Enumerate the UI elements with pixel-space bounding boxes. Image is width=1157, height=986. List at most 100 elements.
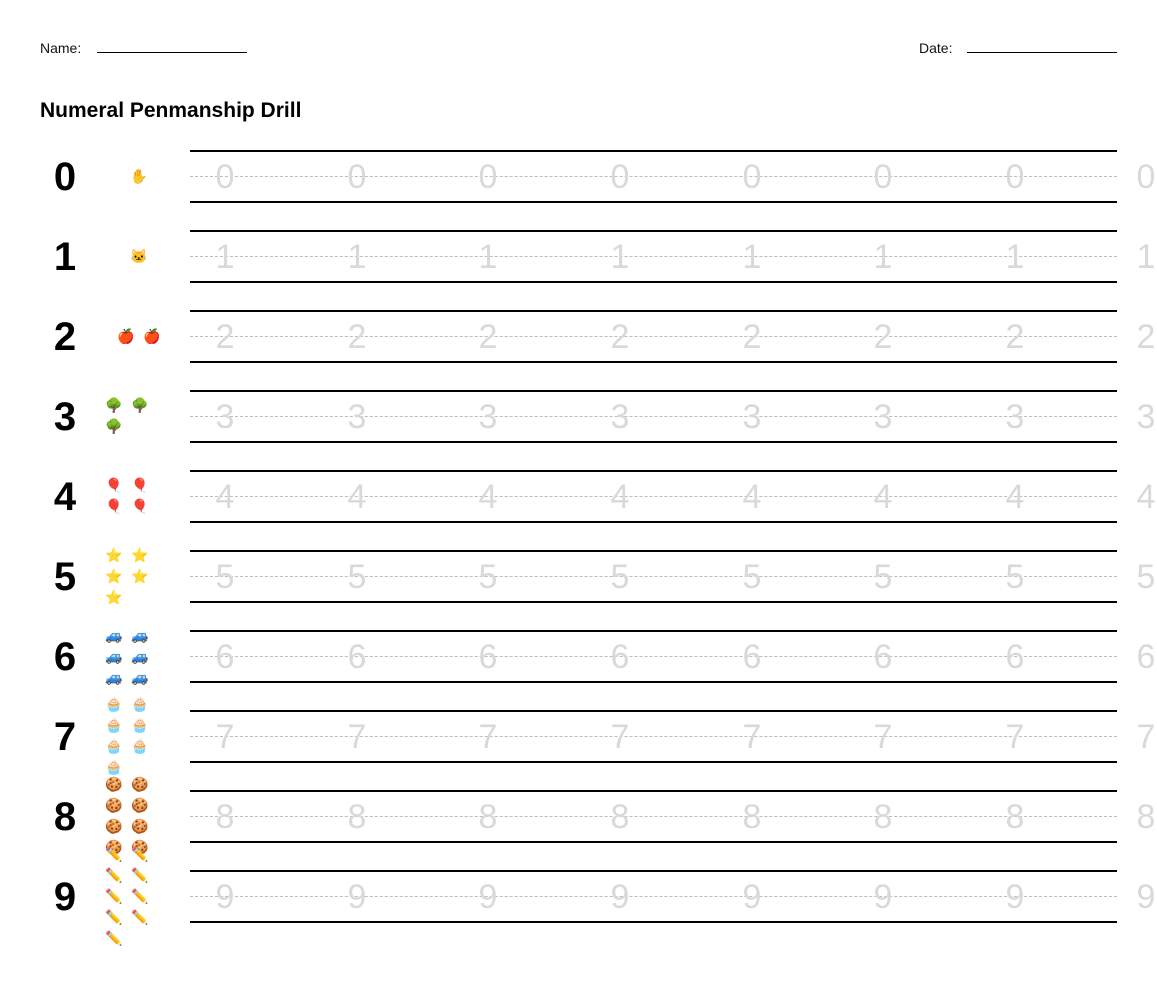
- trace-numeral: 5: [873, 558, 893, 596]
- star-icon: ⭐: [131, 546, 149, 563]
- trace-numeral: 4: [1136, 478, 1156, 516]
- top-rule: [190, 870, 1117, 872]
- trace-numeral: 8: [1005, 798, 1025, 836]
- bottom-rule[interactable]: [190, 681, 1117, 683]
- tree-icon: 🌳: [105, 397, 123, 413]
- top-rule: [190, 630, 1117, 632]
- trace-numeral: 1: [1136, 238, 1156, 276]
- trace-numeral: 5: [610, 558, 630, 596]
- trace-numeral: 2: [610, 318, 630, 356]
- practice-row-3: 3 🌳 🌳 🌳 3 3 3 3 3 3 3 3: [0, 390, 1157, 470]
- trace-numeral: 5: [478, 558, 498, 596]
- model-numeral: 6: [53, 635, 77, 679]
- balloon-icon: 🎈: [105, 477, 123, 493]
- trace-numeral: 4: [478, 478, 498, 516]
- trace-numeral: 2: [215, 318, 235, 356]
- counting-icons: 🍪 🍪 🍪 🍪 🍪 🍪 🍪 🍪: [101, 776, 177, 855]
- trace-numeral: 5: [1005, 558, 1025, 596]
- model-numeral: 5: [53, 555, 77, 599]
- bottom-rule[interactable]: [190, 281, 1117, 283]
- raised-hand-icon: ✋: [130, 167, 148, 184]
- bottom-rule[interactable]: [190, 441, 1117, 443]
- name-field-line[interactable]: [97, 52, 247, 53]
- dashed-midline: [190, 416, 1117, 417]
- car-icon: 🚙: [105, 647, 123, 664]
- trace-numeral: 8: [478, 798, 498, 836]
- tree-icon: 🌳: [105, 418, 123, 434]
- trace-numeral: 7: [873, 718, 893, 756]
- counting-icons: 🌳 🌳 🌳: [101, 390, 177, 442]
- trace-numeral: 2: [347, 318, 367, 356]
- trace-numeral: 9: [610, 878, 630, 916]
- date-label: Date:: [919, 40, 953, 56]
- practice-row-1: 1 🐱 1 1 1 1 1 1 1 1: [0, 230, 1157, 310]
- trace-numeral: 4: [1005, 478, 1025, 516]
- apple-icon: 🍎: [117, 327, 135, 344]
- bottom-rule[interactable]: [190, 601, 1117, 603]
- car-icon: 🚙: [105, 668, 123, 685]
- practice-row-4: 4 🎈 🎈 🎈 🎈 4 4 4 4 4 4 4 4: [0, 470, 1157, 550]
- cupcake-icon: 🧁: [105, 738, 123, 754]
- bottom-rule[interactable]: [190, 521, 1117, 523]
- trace-numeral: 0: [215, 158, 235, 196]
- bottom-rule[interactable]: [190, 201, 1117, 203]
- trace-numeral: 7: [215, 718, 235, 756]
- practice-row-9: 9 ✏️ ✏️ ✏️ ✏️ ✏️ ✏️ ✏️ ✏️ ✏️ 9 9 9 9 9 9 9 9: [0, 846, 1157, 950]
- trace-numeral: 5: [742, 558, 762, 596]
- cookie-icon: 🍪: [105, 818, 123, 834]
- pencil-icon: ✏️: [105, 866, 123, 883]
- cookie-icon: 🍪: [105, 797, 123, 813]
- bottom-rule[interactable]: [190, 761, 1117, 763]
- trace-numeral: 4: [742, 478, 762, 516]
- dashed-midline: [190, 656, 1117, 657]
- trace-numeral: 4: [347, 478, 367, 516]
- model-numeral: 7: [53, 715, 77, 759]
- trace-numeral: 2: [478, 318, 498, 356]
- trace-numeral: 2: [742, 318, 762, 356]
- trace-numeral: 9: [1136, 878, 1156, 916]
- cookie-icon: 🍪: [131, 776, 149, 792]
- trace-numeral: 6: [478, 638, 498, 676]
- trace-numeral: 9: [215, 878, 235, 916]
- trace-numeral: 9: [478, 878, 498, 916]
- top-rule: [190, 150, 1117, 152]
- car-icon: 🚙: [105, 626, 123, 643]
- cookie-icon: 🍪: [131, 818, 149, 834]
- top-rule: [190, 230, 1117, 232]
- dashed-midline: [190, 896, 1117, 897]
- dashed-midline: [190, 176, 1117, 177]
- trace-numeral: 1: [478, 238, 498, 276]
- trace-numeral: 0: [478, 158, 498, 196]
- car-icon: 🚙: [131, 647, 149, 664]
- cupcake-icon: 🧁: [105, 696, 123, 712]
- counting-icons: 🍎 🍎: [101, 310, 177, 362]
- dashed-midline: [190, 496, 1117, 497]
- cookie-icon: 🍪: [131, 797, 149, 813]
- trace-numeral: 8: [610, 798, 630, 836]
- top-rule: [190, 310, 1117, 312]
- bottom-rule[interactable]: [190, 841, 1117, 843]
- model-numeral: 4: [53, 475, 77, 519]
- practice-row-8: 8 🍪 🍪 🍪 🍪 🍪 🍪 🍪 🍪 8 8 8 8 8 8 8 8: [0, 776, 1157, 870]
- counting-icons: 🎈 🎈 🎈 🎈: [101, 470, 177, 522]
- trace-numeral: 1: [610, 238, 630, 276]
- pencil-icon: ✏️: [131, 845, 149, 862]
- cupcake-icon: 🧁: [131, 717, 149, 733]
- trace-numeral: 6: [1136, 638, 1156, 676]
- star-icon: ⭐: [131, 567, 149, 584]
- bottom-rule[interactable]: [190, 921, 1117, 923]
- model-numeral: 2: [53, 315, 77, 359]
- date-field-line[interactable]: [967, 52, 1117, 53]
- counting-icons: ⭐ ⭐ ⭐ ⭐ ⭐: [101, 547, 177, 605]
- trace-numeral: 7: [742, 718, 762, 756]
- pencil-icon: ✏️: [105, 887, 123, 904]
- trace-numeral: 5: [1136, 558, 1156, 596]
- trace-numeral: 6: [215, 638, 235, 676]
- trace-numeral: 7: [478, 718, 498, 756]
- trace-numeral: 0: [873, 158, 893, 196]
- top-rule: [190, 790, 1117, 792]
- trace-numeral: 6: [347, 638, 367, 676]
- trace-numeral: 6: [1005, 638, 1025, 676]
- bottom-rule[interactable]: [190, 361, 1117, 363]
- car-icon: 🚙: [131, 626, 149, 643]
